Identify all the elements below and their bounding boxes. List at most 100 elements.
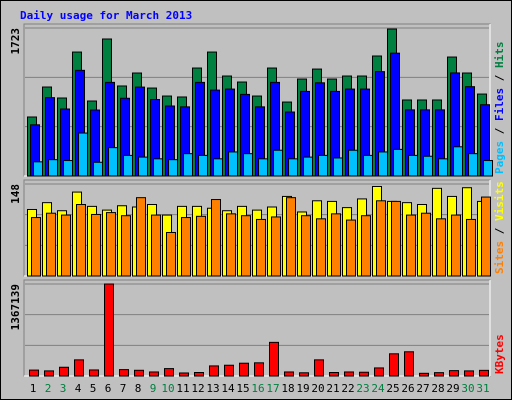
x-tick-label: 16 — [251, 382, 264, 395]
bar — [33, 161, 43, 177]
legend-entry: Files — [493, 88, 506, 121]
legend: Pages / Files / Hits — [493, 42, 506, 175]
x-tick-label: 25 — [386, 382, 399, 395]
x-tick-label: 29 — [446, 382, 459, 395]
bar — [108, 147, 118, 177]
bar — [389, 353, 399, 377]
bar — [449, 370, 459, 377]
x-tick-label: 28 — [431, 382, 444, 395]
bar — [271, 216, 281, 277]
bar — [151, 214, 161, 277]
bar — [361, 215, 371, 277]
bar — [76, 204, 86, 277]
bar — [63, 160, 73, 177]
x-tick-label: 5 — [90, 382, 97, 395]
bar — [121, 215, 131, 277]
bar — [434, 372, 444, 377]
panel — [23, 279, 491, 377]
bar — [374, 367, 384, 377]
legend-separator: / — [493, 221, 506, 241]
bar — [61, 214, 71, 277]
bar — [196, 215, 206, 277]
x-tick-label: 6 — [105, 382, 112, 395]
bar — [179, 372, 189, 377]
bar — [466, 218, 476, 277]
bar — [438, 158, 448, 177]
bar — [224, 364, 234, 377]
bar — [451, 214, 461, 277]
y-tick-label: 148 — [9, 184, 22, 204]
legend-entry: Sites — [493, 241, 506, 274]
bar — [344, 371, 354, 377]
bar — [134, 369, 144, 377]
x-tick-label: 24 — [371, 382, 385, 395]
bar — [194, 372, 204, 377]
bar — [419, 372, 429, 377]
bar — [421, 212, 431, 277]
bar — [288, 158, 298, 177]
bar — [348, 149, 358, 177]
bar — [468, 153, 478, 177]
x-tick-label: 3 — [60, 382, 67, 395]
bar — [299, 372, 309, 377]
bar — [408, 154, 418, 177]
bar — [168, 159, 178, 177]
bar — [29, 369, 39, 377]
bar — [241, 215, 251, 277]
bar — [138, 156, 148, 177]
x-tick-label: 21 — [326, 382, 339, 395]
bar — [89, 369, 99, 377]
bar — [256, 218, 266, 277]
bar — [301, 215, 311, 277]
bar — [316, 218, 326, 277]
x-tick-label: 19 — [296, 382, 309, 395]
bar — [329, 372, 339, 377]
bar — [211, 199, 221, 277]
bar — [346, 219, 356, 277]
bar — [314, 359, 324, 377]
bar — [483, 160, 493, 177]
bar — [136, 197, 146, 277]
x-tick-label: 26 — [401, 382, 414, 395]
bar — [119, 369, 129, 377]
bar — [59, 366, 69, 377]
legend-entry: Pages — [493, 141, 506, 174]
x-tick-label: 20 — [311, 382, 324, 395]
bar — [333, 157, 343, 177]
x-tick-label: 12 — [191, 382, 204, 395]
legend-entry: Hits — [493, 42, 506, 69]
legend: KBytes — [493, 334, 506, 374]
bar — [269, 341, 279, 377]
bar — [423, 155, 433, 177]
bar — [44, 370, 54, 377]
x-tick-label: 4 — [75, 382, 82, 395]
bar — [286, 197, 296, 277]
x-tick-label: 13 — [206, 382, 219, 395]
legend-entry: KBytes — [493, 334, 506, 374]
bar — [376, 200, 386, 277]
bar — [273, 149, 283, 177]
bar — [183, 153, 193, 177]
bar — [74, 359, 84, 377]
bar — [391, 200, 401, 277]
bar — [464, 370, 474, 377]
bar — [359, 371, 369, 377]
legend: Sites / Visits — [493, 181, 506, 274]
x-tick-label: 10 — [161, 382, 174, 395]
x-tick-label: 8 — [135, 382, 142, 395]
bar — [78, 132, 88, 177]
y-tick-label: 1367139 — [9, 284, 22, 330]
bar — [153, 158, 163, 177]
bar — [93, 161, 103, 177]
x-tick-label: 9 — [150, 382, 157, 395]
bar — [123, 154, 133, 177]
bar — [149, 371, 159, 377]
bar — [48, 159, 58, 177]
x-tick-label: 31 — [476, 382, 489, 395]
bar — [209, 365, 219, 377]
x-tick-label: 1 — [30, 382, 37, 395]
x-tick-label: 27 — [416, 382, 429, 395]
legend-separator: / — [493, 121, 506, 141]
